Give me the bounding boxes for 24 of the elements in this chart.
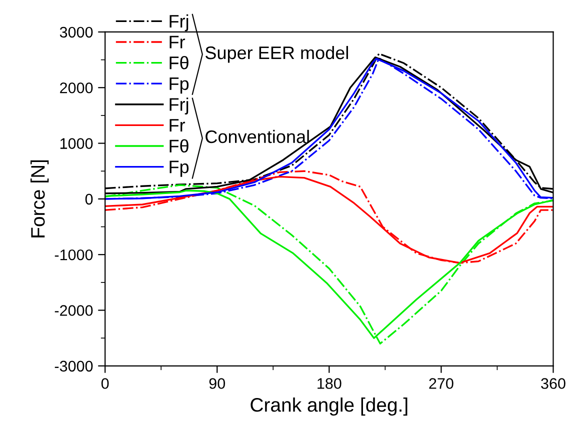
legend-label: Fθ xyxy=(170,139,188,152)
legend-label: Fp xyxy=(170,160,189,177)
legend-label: Fr xyxy=(170,36,186,48)
annotation: Super EER model xyxy=(205,46,348,63)
legend-label: Frj xyxy=(170,98,188,114)
y-axis-title: Force [N] xyxy=(30,160,49,238)
y-tick-label: -1000 xyxy=(54,249,93,260)
y-tick-label: -2000 xyxy=(54,305,93,316)
y-tick-label: 2000 xyxy=(60,82,93,94)
x-tick-label: 360 xyxy=(541,378,566,389)
y-tick-label: 3000 xyxy=(60,26,93,38)
y-tick-label: 1000 xyxy=(60,138,93,149)
x-tick-label: 0 xyxy=(101,378,109,389)
x-axis-title: Crank angle [deg.] xyxy=(250,398,408,416)
legend-label: Frj xyxy=(170,14,188,32)
legend-label: Fθ xyxy=(170,56,188,70)
x-tick-label: 90 xyxy=(209,378,226,389)
y-tick-label: -3000 xyxy=(54,360,93,372)
x-tick-label: 180 xyxy=(318,378,342,389)
y-tick-label: 0 xyxy=(85,194,93,205)
x-tick-label: 270 xyxy=(429,378,454,389)
legend-label: Fp xyxy=(170,77,189,94)
legend-label: Fr xyxy=(170,119,186,132)
annotation: Conventional xyxy=(206,130,309,144)
